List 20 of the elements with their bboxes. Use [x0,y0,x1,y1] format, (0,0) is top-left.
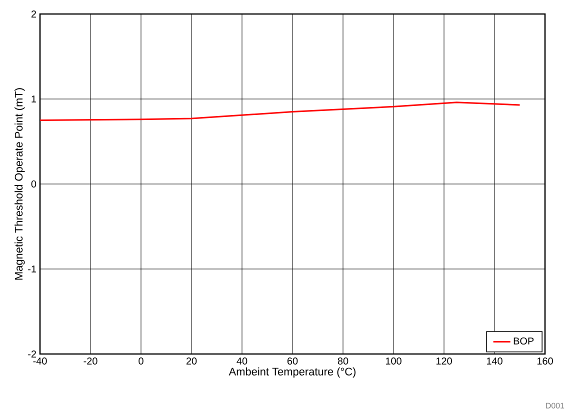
x-tick-label: 20 [186,358,197,365]
x-tick-label: 160 [537,358,553,365]
x-tick-label: 80 [338,358,348,365]
x-tick-label: 40 [236,358,248,365]
y-tick-label: 0 [31,180,36,188]
x-tick-label: -20 [84,358,98,365]
y-tick-label: 1 [32,96,36,102]
x-tick-label: 60 [287,358,298,365]
x-tick-label: 120 [436,358,452,365]
line-series [40,102,521,121]
y-axis-title: Magnetic Threshold Operate Point (mT) [14,88,25,280]
x-tick-label: -40 [33,358,47,365]
x-tick-label: 100 [386,358,402,365]
x-tick-label: 140 [486,358,502,365]
legend-label: BOP [514,337,534,345]
x-tick-label: 0 [138,358,144,365]
y-tick-label: 2 [31,10,36,18]
x-axis-title: Ambeint Temperature (°C) [228,367,356,378]
y-tick-label: -2 [28,350,36,358]
y-tick-label: -1 [28,266,36,272]
